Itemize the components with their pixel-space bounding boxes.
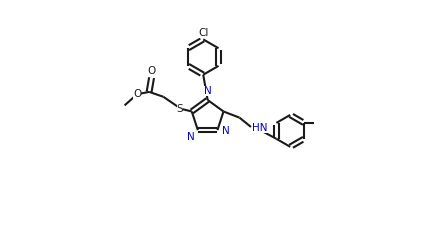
Text: N: N [187, 132, 195, 142]
Text: S: S [177, 104, 183, 114]
Text: O: O [147, 66, 156, 76]
Text: N: N [222, 126, 230, 136]
Text: Cl: Cl [198, 29, 209, 38]
Text: N: N [204, 86, 212, 96]
Text: O: O [133, 89, 141, 99]
Text: HN: HN [252, 123, 268, 133]
